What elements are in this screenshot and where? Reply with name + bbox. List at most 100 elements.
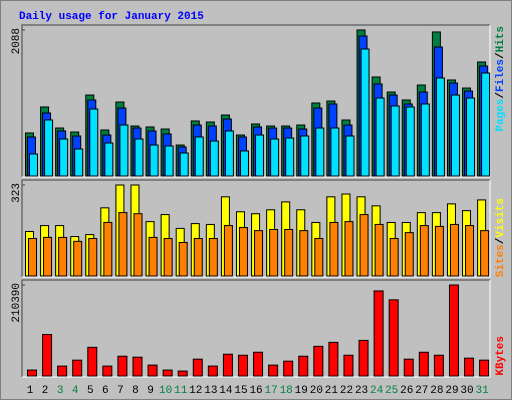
x-tick-label: 25 xyxy=(385,385,398,397)
x-tick-label: 24 xyxy=(370,385,384,397)
bar xyxy=(163,238,173,277)
x-tick-label: 18 xyxy=(280,385,293,397)
bar xyxy=(254,230,264,277)
bar xyxy=(434,225,444,277)
bar xyxy=(149,144,159,177)
legend-separator: / xyxy=(495,237,507,244)
x-tick-label: 23 xyxy=(355,385,368,397)
legend: Sites/Visits xyxy=(495,198,507,277)
bar xyxy=(390,105,400,177)
bar xyxy=(375,97,385,177)
bar xyxy=(193,238,203,277)
bar xyxy=(238,227,248,277)
bar xyxy=(42,333,53,377)
x-tick-label: 11 xyxy=(174,385,188,397)
bar xyxy=(103,221,113,277)
bar xyxy=(373,290,384,377)
bar xyxy=(148,236,158,277)
x-tick-label: 26 xyxy=(400,385,413,397)
legend-entry: Visits xyxy=(495,198,507,238)
bar xyxy=(358,339,369,377)
bar xyxy=(464,357,475,377)
bar xyxy=(27,369,37,377)
legend-separator: / xyxy=(495,92,507,99)
bar xyxy=(314,238,324,277)
bar xyxy=(43,236,53,277)
legend-entry: KBytes xyxy=(495,336,507,376)
bar xyxy=(74,148,84,177)
bar xyxy=(164,145,174,177)
bar xyxy=(300,135,310,177)
bar xyxy=(89,108,99,177)
bar xyxy=(448,284,459,377)
x-tick-label: 5 xyxy=(87,385,94,397)
x-tick-label: 29 xyxy=(445,385,458,397)
bar xyxy=(29,153,38,177)
bar xyxy=(466,97,476,177)
bar xyxy=(269,229,279,277)
x-tick-label: 30 xyxy=(460,385,473,397)
x-tick-label: 27 xyxy=(415,385,428,397)
x-tick-label: 21 xyxy=(325,385,339,397)
bar xyxy=(313,345,324,377)
x-tick-label: 17 xyxy=(265,385,278,397)
bar xyxy=(28,238,37,277)
bar xyxy=(223,225,233,277)
bar xyxy=(285,137,295,177)
legend-entry: Pages xyxy=(495,99,507,132)
bar xyxy=(239,150,249,177)
panel-border xyxy=(22,280,491,378)
bar xyxy=(57,365,68,377)
bar xyxy=(179,152,189,177)
bar xyxy=(328,341,339,377)
bar xyxy=(419,225,429,277)
x-tick-label: 20 xyxy=(310,385,323,397)
x-tick-label: 28 xyxy=(430,385,443,397)
bar xyxy=(298,355,309,377)
x-tick-label: 1 xyxy=(27,385,34,397)
bar xyxy=(73,240,83,277)
bar xyxy=(237,354,248,377)
legend-separator: / xyxy=(495,52,507,59)
bar xyxy=(315,127,325,177)
bar xyxy=(207,365,218,377)
x-tick-label: 7 xyxy=(117,385,124,397)
x-tick-label: 22 xyxy=(340,385,353,397)
x-tick-label: 4 xyxy=(72,385,79,397)
bar xyxy=(224,130,234,177)
bar xyxy=(299,230,309,277)
bar xyxy=(178,241,188,277)
bar xyxy=(420,103,430,177)
bar xyxy=(132,356,143,377)
bar xyxy=(284,229,294,277)
bar xyxy=(194,136,204,177)
bar xyxy=(481,72,491,177)
bar xyxy=(360,48,370,177)
bar xyxy=(418,351,429,377)
bar xyxy=(58,236,68,277)
bar xyxy=(450,94,460,177)
bar xyxy=(359,214,369,277)
bar xyxy=(270,138,280,177)
x-tick-label: 10 xyxy=(159,385,172,397)
bar xyxy=(102,365,113,377)
panel-border xyxy=(21,179,490,277)
bar xyxy=(255,134,265,177)
bar xyxy=(59,138,69,177)
bar xyxy=(87,346,98,377)
bar xyxy=(343,354,354,377)
bar xyxy=(403,358,414,377)
bar xyxy=(162,369,173,377)
bar xyxy=(133,213,143,277)
legend-entry: Files xyxy=(495,59,507,92)
bar xyxy=(208,238,218,277)
bar xyxy=(404,232,414,277)
panel-border xyxy=(22,180,491,278)
bar xyxy=(222,353,233,377)
bar xyxy=(268,364,279,377)
legend: Pages/Files/Hits xyxy=(495,26,507,132)
x-tick-label: 13 xyxy=(204,385,217,397)
y-tick-label: 323 xyxy=(11,183,23,203)
bar xyxy=(209,140,219,177)
